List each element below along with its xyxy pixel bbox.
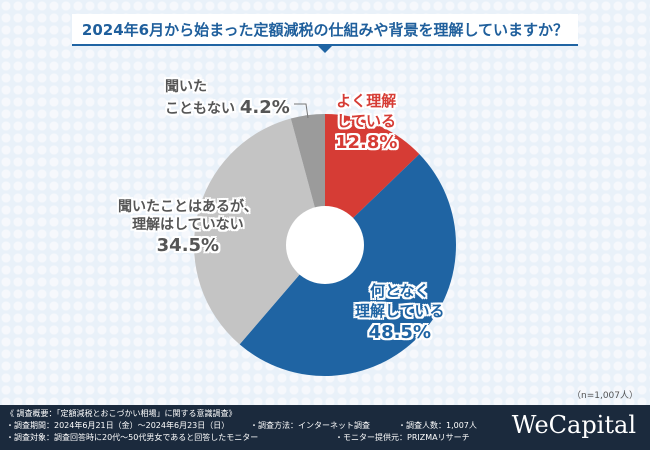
slice-label-heard-not-understand: 聞いたことはあるが、 理解はしていない 34.5% xyxy=(118,199,258,257)
slice-label-never-heard: 聞いた こともない 4.2% xyxy=(165,79,290,119)
slice-label-well-understand: よく理解 している 12.8% xyxy=(335,92,398,153)
survey-period: ・調査期間：2024年6月21日（金）～2024年6月23日（日） xyxy=(6,421,230,430)
title-pointer xyxy=(318,46,332,53)
slice-heard-not-understand xyxy=(194,118,325,345)
slice-label-somewhat-understand: 何となく 理解している 48.5% xyxy=(355,282,445,343)
survey-overview: 《 調査概要：「定額減税とおこづかい相場」に関する意識調査》 xyxy=(6,409,237,418)
sample-size-note: （n=1,007人） xyxy=(571,391,638,401)
survey-provider: ・モニター提供元：PRIZMAリサーチ xyxy=(335,433,470,442)
footer: 《 調査概要：「定額減税とおこづかい相場」に関する意識調査》 ・調査期間：202… xyxy=(0,405,650,450)
survey-target: ・調査対象：調査回答時に20代～50代男女であると回答したモニター xyxy=(6,433,259,442)
survey-method: ・調査方法：インターネット調査 xyxy=(250,421,370,430)
wecapital-logo: WeCapital xyxy=(511,411,636,439)
survey-count: ・調査人数：1,007人 xyxy=(398,421,477,430)
chart-title: 2024年6月から始まった定額減税の仕組みや背景を理解していますか？ xyxy=(72,14,578,46)
donut-hole xyxy=(286,206,364,284)
slice-well-understand xyxy=(325,114,420,245)
